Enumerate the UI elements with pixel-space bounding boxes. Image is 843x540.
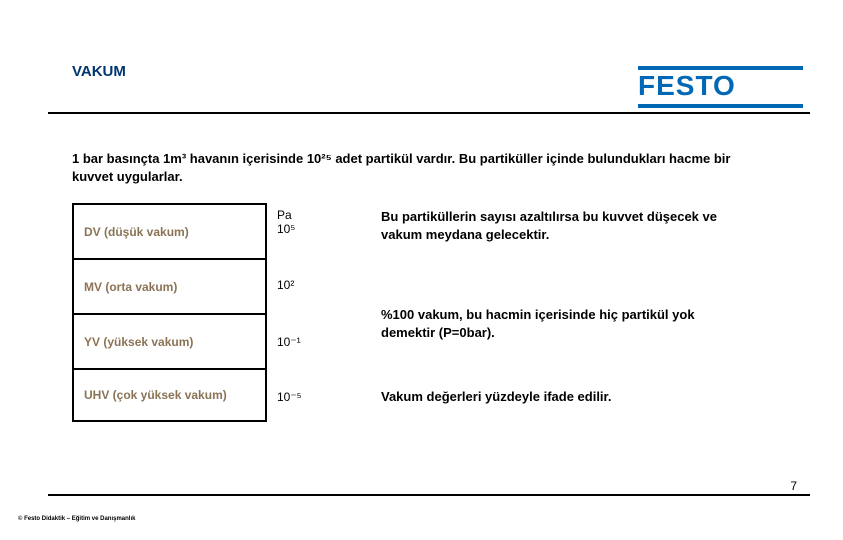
scale-mark: 10⁻¹ xyxy=(277,335,301,349)
page-title: VAKUM xyxy=(72,63,126,80)
scale-mark: 10⁻⁵ xyxy=(277,390,302,404)
title-underline xyxy=(48,112,810,114)
footer-rule xyxy=(48,494,810,496)
page-number: 7 xyxy=(790,479,797,493)
vacuum-label: MV (orta vakum) xyxy=(84,280,177,294)
description-1: Bu partiküllerin sayısı azaltılırsa bu k… xyxy=(381,208,751,243)
description-2: %100 vakum, bu hacmin içerisinde hiç par… xyxy=(381,306,751,341)
vacuum-label: YV (yüksek vakum) xyxy=(84,335,193,349)
vacuum-levels-table: DV (düşük vakum) MV (orta vakum) YV (yük… xyxy=(72,203,267,422)
vacuum-row-dv: DV (düşük vakum) xyxy=(74,205,265,260)
scale-unit-label: Pa xyxy=(277,208,292,222)
logo-bar-bottom xyxy=(638,104,803,108)
vacuum-row-yv: YV (yüksek vakum) xyxy=(74,315,265,370)
scale-mark: 10⁵ xyxy=(277,222,295,236)
intro-paragraph: 1 bar basınçta 1m³ havanın içerisinde 10… xyxy=(72,150,772,185)
logo-text: FESTO xyxy=(638,72,803,100)
vacuum-row-mv: MV (orta vakum) xyxy=(74,260,265,315)
description-3: Vakum değerleri yüzdeyle ifade edilir. xyxy=(381,388,751,406)
festo-logo: FESTO xyxy=(638,66,803,108)
vacuum-label: UHV (çok yüksek vakum) xyxy=(84,388,227,402)
scale-mark: 10² xyxy=(277,278,294,292)
vacuum-row-uhv: UHV (çok yüksek vakum) xyxy=(74,370,265,420)
vacuum-label: DV (düşük vakum) xyxy=(84,225,189,239)
footer-copyright: © Festo Didaktik – Eğitim ve Danışmanlık xyxy=(18,516,135,522)
